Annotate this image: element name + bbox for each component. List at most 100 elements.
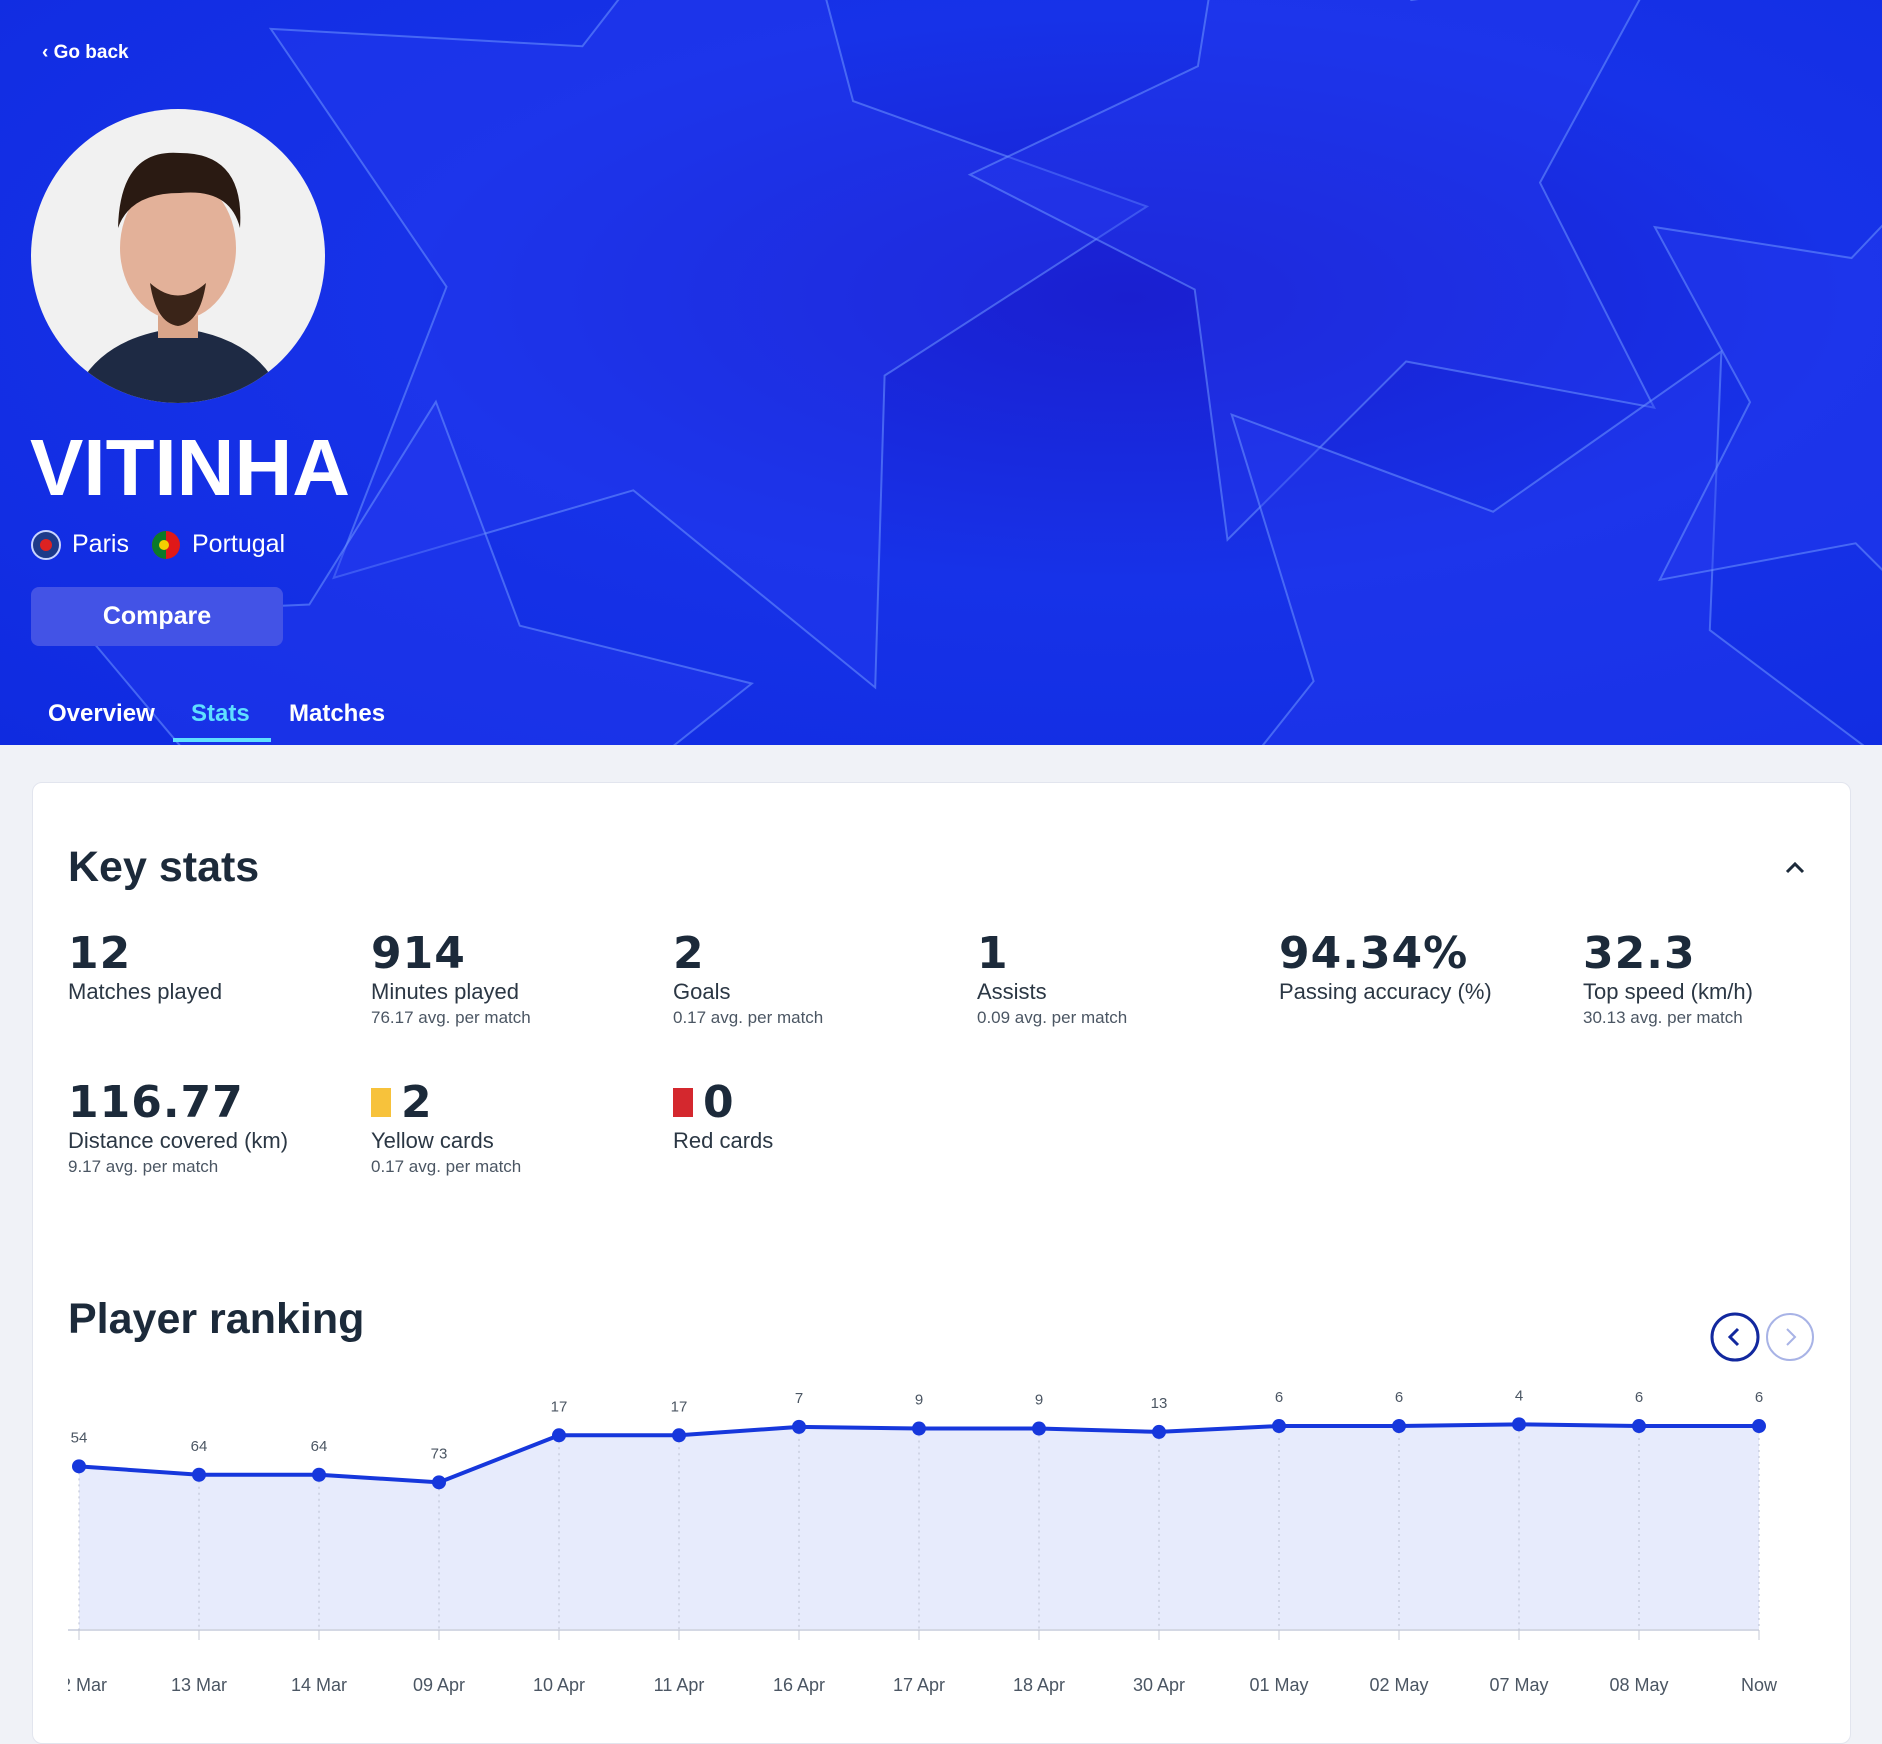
stat-sub: 76.17 avg. per match bbox=[371, 1008, 531, 1027]
chart-nav bbox=[1710, 1312, 1814, 1362]
data-label: 64 bbox=[191, 1438, 208, 1455]
point bbox=[1392, 1419, 1406, 1434]
tab-active[interactable]: Stats bbox=[191, 700, 250, 727]
x-tick-label: 13 Mar bbox=[171, 1675, 227, 1695]
data-label: 9 bbox=[1035, 1392, 1043, 1409]
star-shape bbox=[268, 0, 1150, 690]
data-label: 6 bbox=[1635, 1389, 1643, 1406]
stat-number: 12 bbox=[68, 928, 132, 979]
tab[interactable]: Matches bbox=[289, 700, 386, 727]
data-label: 9 bbox=[915, 1392, 923, 1409]
player-name: VITINHA bbox=[30, 423, 350, 512]
stat-value: 116.77 bbox=[68, 1077, 244, 1128]
stat-number: 94.34% bbox=[1279, 928, 1469, 979]
chart-title: Player ranking bbox=[68, 1295, 365, 1343]
point bbox=[1632, 1419, 1646, 1434]
stat-value: 0 bbox=[673, 1077, 735, 1128]
banner-pattern bbox=[68, 0, 1882, 745]
point bbox=[72, 1459, 86, 1474]
x-tick-label: 11 Apr bbox=[654, 1675, 705, 1695]
x-tick-label: Now bbox=[1741, 1675, 1778, 1695]
point bbox=[192, 1467, 206, 1482]
stat-label: Yellow cards bbox=[371, 1128, 494, 1153]
stat-label: Minutes played bbox=[371, 979, 519, 1004]
tab[interactable]: Overview bbox=[48, 700, 155, 727]
point bbox=[1512, 1417, 1526, 1432]
card-icon bbox=[371, 1088, 391, 1117]
point bbox=[1152, 1424, 1166, 1439]
stat-number: 1 bbox=[977, 928, 1009, 979]
point bbox=[912, 1421, 926, 1436]
club: Paris bbox=[72, 530, 129, 558]
country-flag bbox=[152, 531, 180, 559]
data-label: 6 bbox=[1275, 1389, 1283, 1406]
stat-value: 2 bbox=[673, 928, 705, 979]
stat-label: Red cards bbox=[673, 1128, 774, 1153]
data-label: 6 bbox=[1395, 1389, 1403, 1406]
data-label: 7 bbox=[795, 1390, 803, 1407]
go-back[interactable]: ‹ Go back bbox=[42, 42, 129, 63]
x-tick-label: 08 May bbox=[1609, 1675, 1668, 1695]
point bbox=[312, 1467, 326, 1482]
x-tick-label: 12 Mar bbox=[68, 1675, 107, 1695]
stat-sub: 0.17 avg. per match bbox=[673, 1008, 824, 1027]
stat-value: 12 bbox=[68, 928, 131, 979]
data-label: 13 bbox=[1151, 1395, 1168, 1412]
club-badge bbox=[31, 530, 61, 560]
area bbox=[79, 1424, 1759, 1630]
stat-number: 116.77 bbox=[68, 1077, 244, 1128]
prev-button[interactable] bbox=[1710, 1312, 1760, 1362]
data-label: 64 bbox=[311, 1438, 328, 1455]
data-label: 6 bbox=[1755, 1389, 1763, 1406]
stat-value: 94.34% bbox=[1279, 928, 1468, 979]
x-tick-label: 14 Mar bbox=[291, 1675, 347, 1695]
stat-value: 914 bbox=[371, 928, 466, 979]
stat-sub: 9.17 avg. per match bbox=[68, 1157, 219, 1176]
x-tick-label: 30 Apr bbox=[1133, 1675, 1185, 1695]
stat-number: 2 bbox=[673, 928, 705, 979]
stat-value: 1 bbox=[977, 928, 1009, 979]
stat-label: Goals bbox=[673, 979, 731, 1004]
stat-value: 2 bbox=[371, 1077, 433, 1128]
stat-value: 32.3 bbox=[1583, 928, 1696, 979]
compare-button[interactable]: Compare bbox=[31, 587, 283, 646]
point bbox=[792, 1419, 806, 1434]
point bbox=[1032, 1421, 1046, 1436]
x-tick-label: 17 Apr bbox=[893, 1675, 945, 1695]
stat-number: 914 bbox=[371, 928, 466, 979]
x-tick-label: 16 Apr bbox=[773, 1675, 825, 1695]
x-tick-label: 10 Apr bbox=[533, 1675, 585, 1695]
star-shape bbox=[1652, 224, 1882, 582]
ranking-chart: 12 Mar 13 Mar 14 Mar 09 Apr 10 Apr 11 Apr 16 A… bbox=[68, 1387, 1778, 1695]
stat-label: Passing accuracy (%) bbox=[1279, 979, 1492, 1004]
stat-label: Assists bbox=[977, 979, 1047, 1004]
stat-label: Matches played bbox=[68, 979, 223, 1004]
avatar bbox=[31, 109, 325, 403]
tab-underline bbox=[173, 738, 271, 742]
data-label: 54 bbox=[71, 1429, 88, 1446]
stat-sub: 30.13 avg. per match bbox=[1583, 1008, 1743, 1027]
stat-number: 32.3 bbox=[1583, 928, 1696, 979]
x-tick-label: 18 Apr bbox=[1013, 1675, 1065, 1695]
data-label: 17 bbox=[671, 1398, 688, 1415]
point bbox=[672, 1428, 686, 1443]
star-shape bbox=[967, 0, 1657, 542]
x-tick-label: 07 May bbox=[1489, 1675, 1548, 1695]
x-tick-label: 09 Apr bbox=[413, 1675, 465, 1695]
country: Portugal bbox=[192, 530, 286, 558]
next-button[interactable] bbox=[1766, 1313, 1814, 1361]
data-label: 4 bbox=[1515, 1387, 1523, 1404]
point bbox=[1272, 1419, 1286, 1434]
card-icon bbox=[673, 1088, 693, 1117]
star-shape bbox=[1230, 349, 1865, 745]
stat-number: 0 bbox=[703, 1077, 735, 1128]
point bbox=[432, 1475, 446, 1490]
collapse-icon[interactable] bbox=[1783, 858, 1807, 878]
stat-label: Distance covered (km) bbox=[68, 1128, 289, 1153]
section-title: Key stats bbox=[68, 843, 260, 891]
banner: ‹ Go back VITINHA Paris Portugal Compare… bbox=[0, 0, 1882, 745]
stat-label: Top speed (km/h) bbox=[1583, 979, 1753, 1004]
stat-sub: 0.17 avg. per match bbox=[371, 1157, 522, 1176]
point bbox=[1752, 1419, 1766, 1434]
